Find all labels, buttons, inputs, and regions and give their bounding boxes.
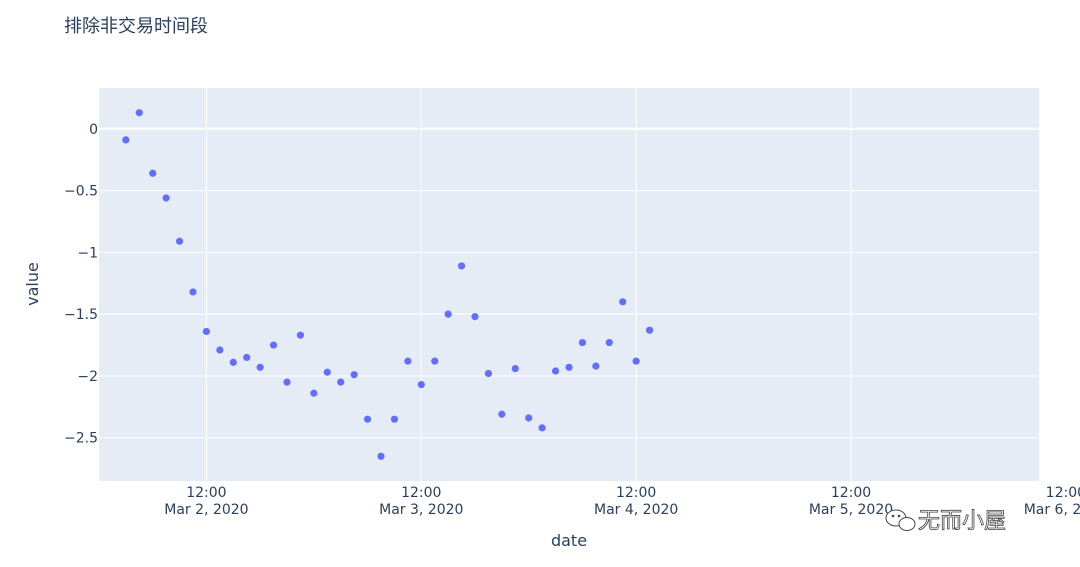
data-point[interactable] bbox=[296, 331, 305, 339]
data-point[interactable] bbox=[229, 358, 237, 366]
data-points bbox=[122, 109, 654, 460]
x-tick-time: 12:00 bbox=[616, 485, 656, 501]
x-tick-time: 12:00 bbox=[401, 485, 441, 501]
data-point[interactable] bbox=[269, 341, 278, 349]
data-point[interactable] bbox=[511, 364, 519, 373]
data-point[interactable] bbox=[498, 410, 506, 418]
watermark-text: 无而小屋 bbox=[918, 509, 1006, 534]
data-point[interactable] bbox=[619, 298, 627, 306]
data-point[interactable] bbox=[310, 389, 318, 397]
x-tick-time: 12:00 bbox=[186, 485, 226, 501]
x-tick-date: Mar 3, 2020 bbox=[379, 502, 463, 518]
data-point[interactable] bbox=[337, 378, 345, 386]
data-point[interactable] bbox=[377, 452, 385, 460]
data-point[interactable] bbox=[605, 338, 613, 347]
data-point[interactable] bbox=[484, 369, 493, 378]
y-tick-label: 0 bbox=[89, 122, 98, 138]
data-point[interactable] bbox=[189, 288, 197, 296]
data-point[interactable] bbox=[431, 357, 439, 365]
data-point[interactable] bbox=[243, 353, 251, 362]
data-point[interactable] bbox=[216, 346, 224, 354]
data-point[interactable] bbox=[538, 424, 546, 432]
data-point[interactable] bbox=[175, 237, 184, 245]
data-point[interactable] bbox=[404, 357, 412, 365]
data-point[interactable] bbox=[135, 109, 143, 117]
y-tick-label: −2 bbox=[77, 369, 98, 385]
data-point[interactable] bbox=[632, 357, 640, 365]
chart-title: 排除非交易时间段 bbox=[64, 16, 208, 37]
x-tick-time: 12:00 bbox=[1046, 485, 1080, 501]
y-gridlines bbox=[99, 127, 1039, 439]
y-tick-label: −2.5 bbox=[64, 431, 98, 447]
y-tick-labels: 0 −0.5 −1 −1.5 −2 −2.5 bbox=[64, 122, 98, 447]
x-tick-time: 12:00 bbox=[831, 485, 871, 501]
x-gridlines bbox=[205, 88, 1067, 481]
data-point[interactable] bbox=[149, 169, 157, 177]
data-point[interactable] bbox=[390, 415, 399, 423]
data-point[interactable] bbox=[525, 414, 533, 422]
plot-area[interactable] bbox=[99, 88, 1039, 481]
data-point[interactable] bbox=[256, 363, 264, 371]
data-point[interactable] bbox=[202, 327, 211, 336]
y-tick-label: −1 bbox=[77, 245, 98, 261]
wechat-icon bbox=[885, 509, 916, 531]
data-point[interactable] bbox=[283, 378, 291, 386]
x-axis-title: date bbox=[551, 531, 587, 550]
y-tick-label: −0.5 bbox=[64, 184, 98, 200]
y-axis-title: value bbox=[23, 262, 42, 306]
x-tick-date: Mar 6, 2020 bbox=[1024, 502, 1080, 518]
data-point[interactable] bbox=[363, 415, 372, 423]
data-point[interactable] bbox=[162, 194, 170, 202]
data-point[interactable] bbox=[417, 381, 425, 389]
data-point[interactable] bbox=[551, 367, 560, 375]
data-point[interactable] bbox=[471, 313, 479, 321]
data-point[interactable] bbox=[350, 371, 358, 379]
data-point[interactable] bbox=[457, 262, 466, 270]
x-tick-date: Mar 5, 2020 bbox=[809, 502, 893, 518]
y-tick-label: −1.5 bbox=[64, 307, 98, 323]
x-tick-date: Mar 2, 2020 bbox=[164, 502, 248, 518]
data-point[interactable] bbox=[323, 368, 331, 376]
watermark: 无而小屋 bbox=[885, 509, 1006, 534]
data-point[interactable] bbox=[565, 363, 573, 371]
data-point[interactable] bbox=[122, 136, 130, 144]
data-point[interactable] bbox=[645, 326, 654, 334]
x-tick-date: Mar 4, 2020 bbox=[594, 502, 678, 518]
data-point[interactable] bbox=[578, 338, 587, 347]
data-point[interactable] bbox=[444, 310, 452, 318]
data-point[interactable] bbox=[592, 362, 600, 370]
